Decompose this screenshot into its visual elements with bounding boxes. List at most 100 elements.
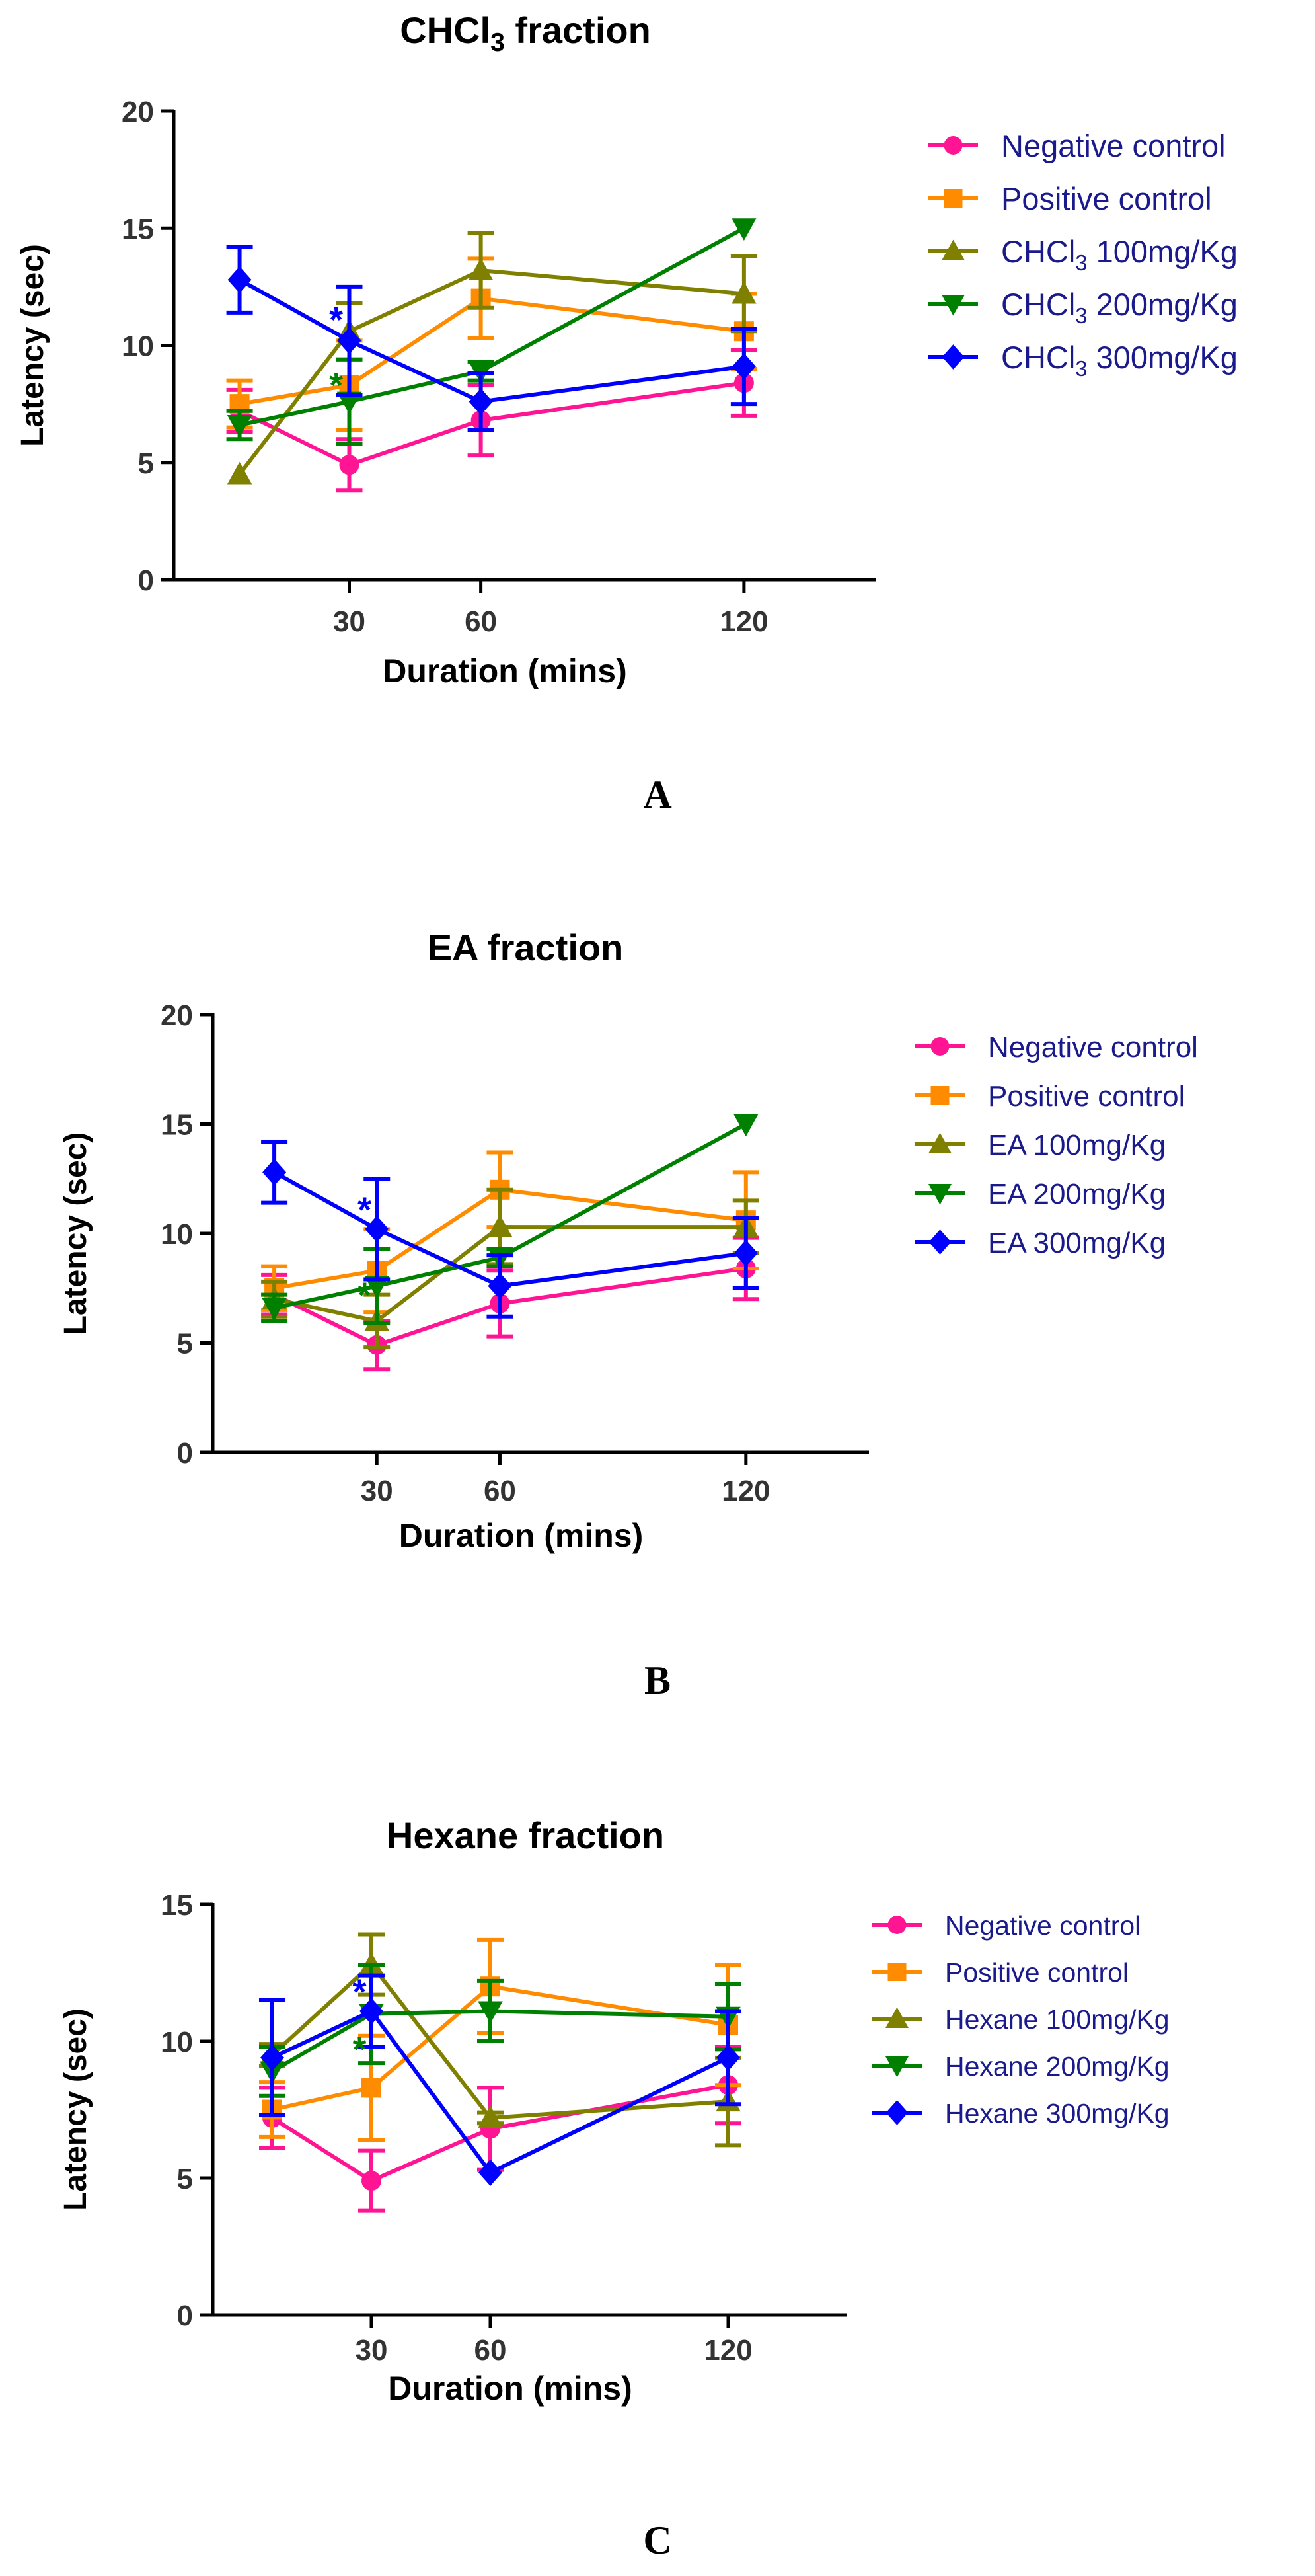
legend-label: EA 100mg/Kg <box>988 1129 1166 1161</box>
data-point <box>732 281 757 304</box>
y-tick-label: 5 <box>177 1328 193 1360</box>
y-tick-label: 10 <box>161 2026 193 2058</box>
series-chcl-200mg-kg <box>226 218 757 446</box>
data-point <box>260 2044 284 2072</box>
series-ea-200mg-kg <box>261 1114 759 1325</box>
legend-swatch-marker <box>928 1229 952 1255</box>
data-point <box>468 258 494 281</box>
series-negative-control <box>259 2045 741 2213</box>
legend: Negative control Positive control Hexane 1… <box>872 1910 1170 2128</box>
data-point <box>262 1159 287 1186</box>
series-line <box>271 2008 730 2175</box>
y-axis-label: Latency (sec) <box>15 244 50 447</box>
y-tick-label: 5 <box>177 2163 193 2195</box>
legend-label: EA 300mg/Kg <box>988 1227 1166 1259</box>
data-point <box>732 353 756 380</box>
legend-swatch-marker <box>928 1132 952 1153</box>
series-line <box>239 278 745 404</box>
legend-label: Positive control <box>945 1957 1129 1988</box>
y-axis-label: Latency (sec) <box>58 1132 93 1335</box>
x-tick-label: 120 <box>704 2334 752 2366</box>
data-point <box>478 2159 502 2186</box>
y-tick-label: 20 <box>161 999 193 1032</box>
legend-swatch-marker <box>942 295 965 316</box>
series-line <box>238 268 745 476</box>
data-point <box>336 391 362 414</box>
data-point <box>716 2044 740 2072</box>
data-point <box>487 1214 513 1237</box>
series-ea-300mg-kg <box>261 1139 759 1319</box>
significance-asterisk: * <box>357 1190 371 1229</box>
x-axis-label: Duration (mins) <box>383 652 626 689</box>
legend-label: Hexane 300mg/Kg <box>945 2098 1170 2128</box>
x-tick-label: 30 <box>361 1475 393 1507</box>
series-line <box>239 226 745 427</box>
data-point <box>359 1998 383 2025</box>
data-point <box>488 1272 512 1300</box>
legend-swatch-marker <box>944 189 963 208</box>
series-negative-control <box>261 1235 759 1372</box>
data-point <box>339 455 359 475</box>
series-line <box>239 296 745 407</box>
legend-swatch-marker <box>928 1184 952 1205</box>
series-positive-control <box>226 256 757 432</box>
significance-asterisk: * <box>352 2029 366 2069</box>
legend-swatch-marker <box>887 1916 907 1934</box>
legend-label: Hexane 100mg/Kg <box>945 2004 1170 2035</box>
data-point <box>733 1239 758 1267</box>
data-point <box>337 327 361 354</box>
data-point <box>361 2078 381 2098</box>
y-axis-label: Latency (sec) <box>58 2008 93 2211</box>
series-line <box>271 2083 729 2183</box>
data-point <box>365 1216 389 1243</box>
legend-swatch-marker <box>885 2100 909 2125</box>
x-tick-label: 120 <box>722 1475 770 1507</box>
legend-swatch-marker <box>885 2007 909 2028</box>
x-tick-label: 120 <box>720 605 768 638</box>
x-axis-label: Duration (mins) <box>388 2370 632 2407</box>
chart-panel-b: EA fraction 0 5 10 15 20 30 60 120 Duration (mins… <box>58 927 1198 1702</box>
significance-asterisk: * <box>329 366 343 405</box>
legend-swatch-marker <box>944 136 963 155</box>
y-tick-label: 15 <box>122 213 154 245</box>
legend-label: EA 200mg/Kg <box>988 1178 1166 1210</box>
significance-asterisk: * <box>329 300 343 340</box>
series-line <box>239 381 745 467</box>
series-line <box>272 1984 729 2112</box>
series-line <box>274 1187 747 1290</box>
y-tick-label: 10 <box>161 1218 193 1251</box>
chart-title: EA fraction <box>428 927 624 968</box>
panel-letter: A <box>643 773 671 816</box>
legend-label: Negative control <box>945 1910 1141 1941</box>
x-tick-label: 30 <box>356 2334 388 2366</box>
series-line <box>274 1225 746 1323</box>
data-point <box>227 266 252 293</box>
y-tick-label: 5 <box>138 448 154 480</box>
x-tick-label: 60 <box>484 1475 516 1507</box>
legend-label: CHCl3 300mg/Kg <box>1001 340 1238 381</box>
series-positive-control <box>261 1150 759 1315</box>
y-tick-label: 0 <box>138 565 154 597</box>
series-chcl-100mg-kg <box>227 231 757 485</box>
series-negative-control <box>226 348 757 493</box>
legend-label: Negative control <box>988 1031 1198 1064</box>
series-chcl-300mg-kg <box>226 245 757 432</box>
legend: Negative control Positive control CHCl3 10… <box>928 128 1238 381</box>
y-tick-label: 0 <box>177 2300 193 2332</box>
legend-swatch-marker <box>930 1037 950 1056</box>
data-point <box>227 415 252 438</box>
legend-swatch-marker <box>885 2056 909 2078</box>
data-point <box>478 2105 503 2128</box>
data-point <box>469 388 493 415</box>
legend-label: Hexane 200mg/Kg <box>945 2051 1170 2082</box>
legend-label: CHCl3 200mg/Kg <box>1001 287 1238 328</box>
data-point <box>227 461 252 485</box>
x-tick-label: 60 <box>465 605 497 638</box>
series-hexane-300mg-kg <box>259 1973 741 2186</box>
legend-label: CHCl3 100mg/Kg <box>1001 234 1238 275</box>
data-point <box>262 1298 287 1321</box>
legend-label: Positive control <box>988 1080 1185 1112</box>
legend-label: Negative control <box>1001 128 1226 163</box>
